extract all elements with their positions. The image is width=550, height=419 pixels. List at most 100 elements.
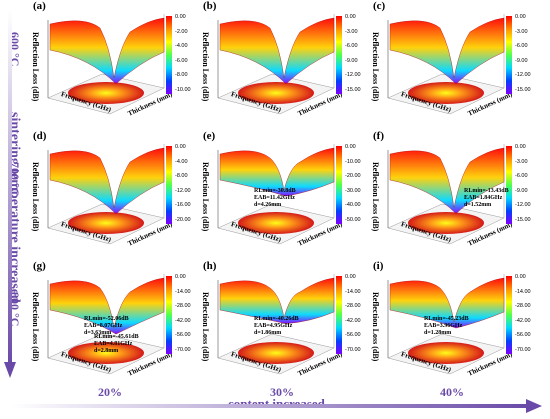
rl-annotation: RLmin=-52.06dB EAB=8.07GHz d=3.63mm (84, 316, 129, 337)
contour-map (238, 342, 314, 364)
panel-label: (i) (373, 260, 384, 272)
annotation-line: d=1.86mm (254, 330, 282, 336)
annotation-line: RLmin=-40.26dB (254, 316, 299, 322)
colorbar-tick: -56.00 (515, 332, 531, 338)
colorbar-tick: -8.00 (175, 173, 188, 179)
panel-i: (i) Reflection Loss (dB) Frequency (GHz) Th… (370, 260, 540, 380)
label-20pct: 20% (98, 385, 122, 399)
annotation-line: RLmin=-52.06dB (84, 316, 129, 322)
contour-map (68, 212, 144, 234)
colorbar-tick: -16.00 (175, 202, 191, 208)
y-axis-label: Reflection Loss (dB) (371, 32, 380, 102)
surface-plot (217, 274, 335, 375)
label-40pct: 40% (440, 385, 464, 399)
panel-f: (f) Reflection Loss (dB) Frequency (GHz) Th… (370, 130, 540, 250)
y-axis-label: Reflection Loss (dB) (371, 292, 380, 362)
colorbar-tick: -20.00 (175, 216, 191, 223)
colorbar-tick: -12.00 (345, 72, 361, 78)
rl-surface (219, 277, 335, 324)
y-axis-label: Reflection Loss (dB) (31, 162, 40, 232)
rl-annotation: RLmin=-45.23dB EAB=3.96GHz d=1.28mm (424, 316, 469, 337)
panel-g: (g) Reflection Loss (dB) Frequency (GHz) Th… (30, 260, 200, 380)
surface-plot (387, 274, 505, 375)
colorbar-tick: 0.00 (175, 274, 186, 280)
colorbar-tick: -14.00 (175, 288, 191, 295)
y-axis-label: Reflection Loss (dB) (201, 32, 210, 102)
y-axis-label: Reflection Loss (dB) (371, 162, 380, 232)
contour-map (408, 82, 484, 104)
y-axis-label: Reflection Loss (dB) (31, 32, 40, 102)
contour-map (68, 342, 144, 364)
surface-plot (387, 144, 505, 245)
annotation-line: EAB=11.42GHz (254, 195, 295, 201)
colorbar-tick: -28.00 (345, 303, 361, 309)
colorbar-tick: -3.00 (515, 28, 528, 35)
colorbar-tick: -30.00 (345, 187, 361, 194)
colorbar-tick: -50.00 (345, 216, 361, 223)
panel-label: (h) (203, 260, 217, 272)
annotation-line: EAB=4.81GHz (94, 341, 133, 347)
panel-label: (d) (33, 130, 47, 142)
colorbar (166, 276, 172, 354)
rl-annotation: RLmin=-45.61dB EAB=4.81GHz d=2.8mm (94, 334, 139, 355)
rl-surface (49, 17, 165, 85)
colorbar-tick: -2.00 (175, 28, 188, 35)
colorbar-tick: -8.00 (175, 72, 188, 78)
rl-surface (49, 277, 165, 335)
colorbar-tick: -9.00 (515, 187, 528, 194)
colorbar-tick: 0.00 (515, 274, 526, 280)
annotation-line: d=4.26mm (254, 202, 282, 208)
annotation-line: RLmin=-13.43dB (464, 188, 509, 194)
panel-label: (c) (373, 0, 386, 12)
colorbar-tick: -20.00 (345, 173, 361, 179)
colorbar-tick: -56.00 (175, 332, 191, 338)
panel-c: (c) Reflection Loss (dB) Frequency (GHz) Th… (370, 0, 540, 120)
colorbar-tick: -6.00 (175, 57, 188, 64)
colorbar-tick: -10.00 (175, 86, 191, 93)
right-arrow (10, 399, 542, 413)
colorbar-tick: -15.00 (515, 216, 531, 223)
y-axis-label: Reflection Loss (dB) (201, 162, 210, 232)
colorbar-tick: -14.00 (345, 288, 361, 295)
colorbar-tick: 0.00 (345, 14, 356, 20)
panel-label: (f) (373, 130, 384, 142)
colorbar-tick: -6.00 (515, 173, 528, 179)
colorbar-tick: -42.00 (515, 317, 531, 324)
colorbar-tick: -10.00 (345, 158, 361, 165)
rl-surface (49, 147, 165, 215)
surface-plot (217, 14, 335, 115)
contour-map (238, 212, 314, 234)
surface-plot (387, 14, 505, 115)
annotation-line: RLmin=-45.61dB (94, 334, 139, 340)
y-axis-label: Reflection Loss (dB) (201, 292, 210, 362)
annotation-line: RLmin=-45.23dB (424, 316, 469, 322)
panel-d: (d) Reflection Loss (dB) Frequency (GHz) Th… (30, 130, 200, 250)
colorbar-tick: -12.00 (175, 187, 191, 194)
annotation-line: d=2.8mm (94, 348, 119, 354)
colorbar-tick: -6.00 (515, 43, 528, 49)
rl-surface (219, 17, 335, 85)
y-axis-label: Reflection Loss (dB) (31, 292, 40, 362)
panel-label: (g) (33, 260, 46, 272)
colorbar-tick: -12.00 (515, 72, 531, 78)
annotation-line: d=1.52mm (464, 202, 492, 208)
annotation-line: EAB=3.96GHz (424, 323, 463, 329)
panel-label: (a) (33, 0, 46, 12)
annotation-line: d=1.28mm (424, 330, 452, 336)
colorbar-tick: -12.00 (515, 202, 531, 208)
rl-surface (219, 147, 335, 197)
colorbar-tick: 0.00 (515, 14, 526, 20)
colorbar-tick: -9.00 (515, 57, 528, 64)
label-30pct: 30% (270, 385, 294, 399)
surface-plot (47, 144, 165, 245)
colorbar-tick: -40.00 (345, 202, 361, 208)
colorbar-tick: -70.00 (175, 346, 191, 353)
annotation-line: d=3.63mm (84, 330, 112, 336)
contour-map (408, 212, 484, 234)
colorbar-tick: -6.00 (345, 43, 358, 49)
panel-label: (b) (203, 0, 217, 12)
colorbar-tick: -4.00 (175, 43, 188, 49)
panel-b: (b) Reflection Loss (dB) Frequency (GHz) Th… (200, 0, 370, 120)
surface-plot (217, 144, 335, 245)
colorbar-tick: 0.00 (345, 144, 356, 150)
